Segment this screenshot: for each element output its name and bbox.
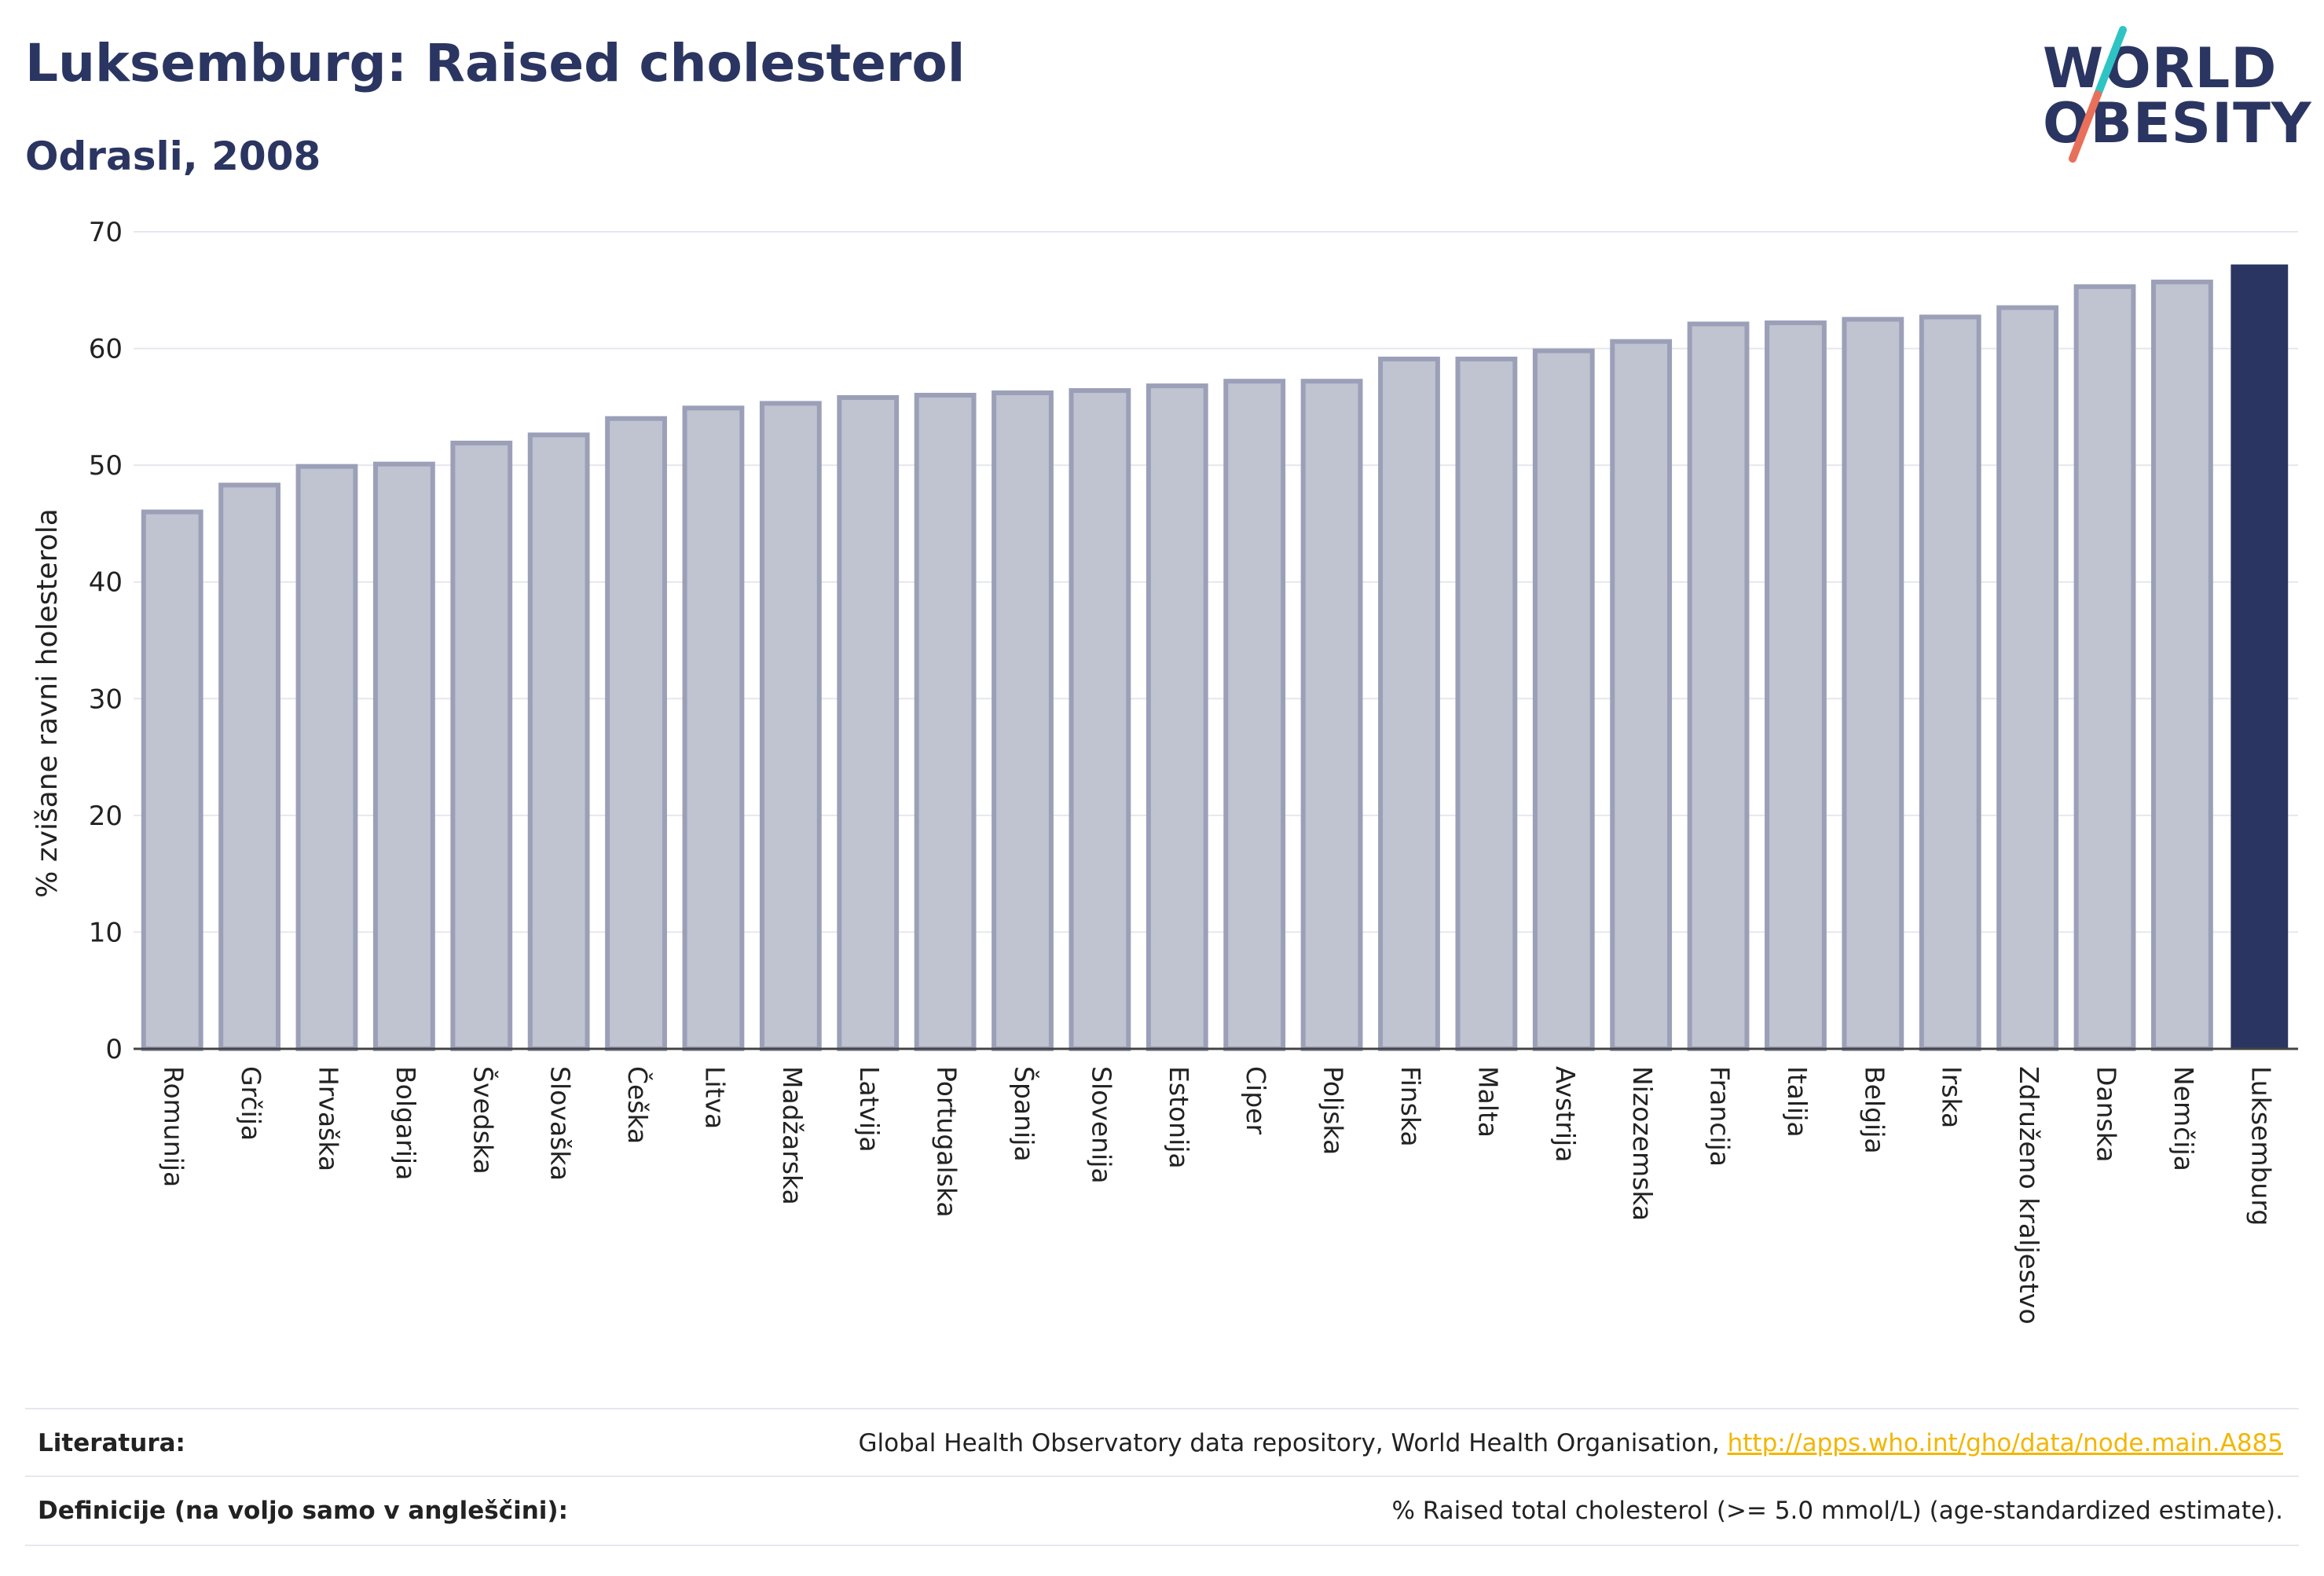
x-tick-label: Bolgarija [390,1066,421,1180]
bar-chart: 0 10 20 30 40 50 60 70 Romunija Grčija Hrvaška Bol… [31,217,2298,1325]
sources-link[interactable]: http://apps.who.int/gho/data/node.main.A… [1727,1429,2283,1457]
bar [1996,305,2059,1052]
x-tick-label: Švedska [467,1066,499,1175]
x-tick-label: Francija [1705,1066,1736,1167]
x-tick-label: Združeno kraljestvo [2014,1066,2044,1325]
bar [1069,388,1131,1051]
page-subtitle: Odrasli, 2008 [25,134,321,179]
world-obesity-logo: WORLD OBESITY [2035,24,2318,173]
bar [450,440,513,1051]
bar [1378,356,1440,1051]
bar [1919,314,1981,1051]
x-tick-label: Grčija [236,1066,266,1141]
bar [1610,339,1673,1051]
bar [1455,356,1518,1051]
x-tick-label: Portugalska [932,1066,962,1218]
y-tick-label: 30 [89,684,123,715]
x-tick-label: Poljska [1318,1066,1349,1155]
definitions-text: % Raised total cholesterol (>= 5.0 mmol/… [1391,1497,2283,1525]
x-tick-label: Slovaška [545,1066,576,1181]
sources-row: Literatura: Global Health Observatory da… [25,1408,2299,1477]
y-tick-label: 50 [89,450,123,482]
bar [1146,383,1208,1052]
y-tick-labels: 0 10 20 30 40 50 60 70 [89,217,123,1065]
x-tick-label: Ciper [1241,1066,1271,1134]
definitions-label: Definicije (na voljo samo v angleščini): [38,1497,568,1525]
x-tick-label: Latvija [854,1066,885,1153]
bars [141,264,2289,1052]
sources-text: Global Health Observatory data repositor… [858,1429,1728,1457]
bar [1223,379,1286,1051]
bar [372,461,435,1051]
bar [682,405,745,1051]
y-axis-label: % zvišane ravni holesterola [31,508,64,898]
bar [837,394,900,1051]
bar [141,509,203,1051]
definitions-row: Definicije (na voljo samo v angleščini):… [25,1475,2299,1546]
y-tick-label: 0 [105,1034,123,1065]
sources-label: Literatura: [38,1429,185,1457]
y-tick-label: 40 [89,567,123,599]
x-tick-label: Romunija [159,1066,189,1187]
bar [1842,317,1904,1051]
y-tick-label: 10 [89,917,123,948]
x-tick-label: Madžarska [777,1066,808,1205]
bar [1687,321,1750,1052]
x-tick-label: Češka [622,1066,654,1144]
sources-value: Global Health Observatory data repositor… [859,1429,2283,1457]
page-title: Luksemburg: Raised cholesterol [25,33,966,93]
bar [1532,348,1595,1051]
x-tick-label: Nizozemska [1627,1066,1658,1221]
x-tick-labels: Romunija Grčija Hrvaška Bolgarija Švedska Slo… [159,1066,2277,1325]
bar [2151,279,2213,1051]
x-tick-label: Estonija [1164,1066,1194,1169]
x-tick-label: Danska [2091,1066,2122,1163]
x-tick-label: Hrvaška [313,1066,343,1171]
bar [218,482,280,1051]
bar [1300,379,1363,1051]
y-tick-label: 60 [89,334,123,365]
bar [1765,320,1827,1051]
y-tick-label: 70 [89,217,123,248]
x-tick-label: Finska [1395,1066,1426,1147]
bar [759,401,822,1051]
x-tick-label: Malta [1472,1066,1503,1138]
x-tick-label: Belgija [1859,1066,1890,1154]
x-tick-label: Nemčija [2168,1066,2199,1171]
x-tick-label: Avstrija [1550,1066,1581,1162]
x-tick-label: Italija [1782,1066,1813,1138]
logo-slash-icon [2069,26,2127,163]
logo-line-1: WORLD [2043,36,2278,101]
x-tick-label: Slovenija [1086,1066,1116,1184]
x-tick-label: Luksemburg [2245,1066,2276,1226]
bar [914,393,977,1051]
x-tick-label: Španija [1009,1066,1040,1162]
x-tick-label: Litva [699,1066,730,1129]
bar [527,432,590,1051]
y-tick-label: 20 [89,801,123,832]
bar [2231,264,2289,1050]
bar [295,464,358,1051]
bar [2073,284,2136,1052]
x-tick-label: Irska [1937,1066,1967,1128]
bar [992,390,1054,1051]
bar [605,416,667,1051]
